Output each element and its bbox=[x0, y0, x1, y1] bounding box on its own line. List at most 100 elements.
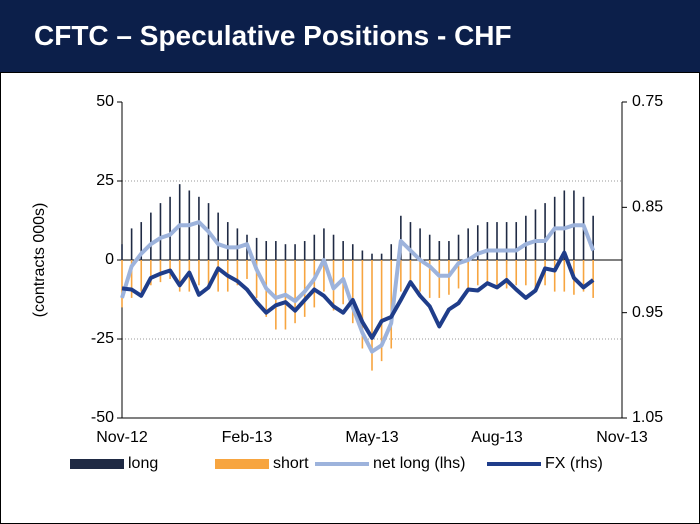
bar bbox=[496, 222, 498, 260]
bar bbox=[428, 260, 431, 298]
legend-swatch bbox=[215, 459, 269, 469]
bar bbox=[419, 228, 421, 260]
bar bbox=[371, 260, 373, 371]
bar bbox=[534, 260, 537, 292]
x-tick-label: Feb-13 bbox=[222, 429, 273, 446]
bar bbox=[496, 260, 498, 286]
y2-tick-label: 0.95 bbox=[632, 304, 663, 321]
bar bbox=[159, 203, 162, 260]
bar bbox=[438, 241, 441, 260]
bar bbox=[303, 241, 306, 260]
bar bbox=[371, 253, 373, 260]
bar bbox=[313, 260, 316, 308]
bar bbox=[515, 222, 518, 260]
bar bbox=[486, 222, 489, 260]
bar bbox=[563, 260, 566, 292]
bar bbox=[150, 260, 152, 286]
bar bbox=[476, 260, 479, 286]
x-tick-label: Nov-12 bbox=[96, 429, 148, 446]
bar bbox=[130, 228, 133, 260]
bar bbox=[178, 260, 181, 292]
bar bbox=[592, 215, 594, 260]
bar bbox=[332, 234, 335, 260]
y-tick-label: 50 bbox=[96, 93, 114, 110]
bar bbox=[476, 225, 479, 260]
y2-tick-label: 1.05 bbox=[632, 409, 663, 426]
bar bbox=[294, 260, 296, 324]
bar bbox=[515, 260, 518, 286]
bar bbox=[140, 260, 143, 292]
bar bbox=[448, 241, 450, 260]
bar bbox=[275, 260, 277, 330]
bar bbox=[169, 196, 171, 260]
bar bbox=[582, 260, 585, 292]
header: CFTC – Speculative Positions - CHF bbox=[0, 0, 700, 72]
legend-label: long bbox=[128, 455, 158, 472]
chart-title: CFTC – Speculative Positions - CHF bbox=[34, 20, 512, 51]
bar bbox=[313, 234, 316, 260]
bar bbox=[255, 260, 258, 298]
bar bbox=[438, 260, 441, 298]
line bbox=[121, 250, 595, 340]
bar bbox=[467, 260, 469, 292]
bar bbox=[140, 222, 143, 260]
bar bbox=[409, 222, 412, 260]
bar bbox=[361, 250, 364, 260]
bar bbox=[525, 215, 527, 260]
bar bbox=[284, 244, 287, 260]
bar bbox=[275, 241, 277, 260]
legend-swatch bbox=[70, 459, 124, 469]
bar bbox=[217, 212, 219, 260]
bar bbox=[505, 222, 508, 260]
y2-tick-label: 0.85 bbox=[632, 199, 663, 216]
bar bbox=[419, 260, 421, 292]
y-tick-label: 0 bbox=[105, 251, 114, 268]
bar bbox=[198, 260, 200, 286]
bar bbox=[198, 196, 200, 260]
bar bbox=[467, 228, 469, 260]
bar bbox=[409, 260, 412, 286]
bar bbox=[457, 260, 460, 289]
bar bbox=[121, 244, 123, 260]
bar bbox=[428, 234, 431, 260]
bar bbox=[265, 241, 268, 260]
bar bbox=[178, 184, 181, 260]
bar bbox=[246, 260, 248, 279]
bar bbox=[553, 260, 556, 292]
y-tick-label: -25 bbox=[91, 330, 114, 347]
bar bbox=[351, 260, 354, 324]
bar bbox=[130, 260, 133, 298]
bar bbox=[342, 241, 344, 260]
bar bbox=[390, 244, 393, 260]
bar bbox=[457, 234, 460, 260]
bar bbox=[226, 222, 229, 260]
legend-label: short bbox=[273, 455, 309, 472]
x-tick-label: May-13 bbox=[345, 429, 398, 446]
bar bbox=[351, 244, 354, 260]
bar bbox=[563, 190, 566, 260]
bar bbox=[217, 260, 219, 292]
bar bbox=[486, 260, 489, 286]
bar bbox=[207, 260, 210, 286]
bar bbox=[150, 212, 152, 260]
bar bbox=[400, 260, 402, 292]
line bbox=[120, 220, 596, 354]
y2-tick-label: 0.75 bbox=[632, 93, 663, 110]
bar bbox=[361, 260, 364, 349]
bar bbox=[380, 260, 383, 362]
bar bbox=[534, 209, 537, 260]
legend-label: net long (lhs) bbox=[373, 455, 466, 472]
legend-label: FX (rhs) bbox=[545, 455, 603, 472]
bar bbox=[159, 260, 162, 283]
bar bbox=[323, 260, 325, 292]
y-tick-label: -50 bbox=[91, 409, 114, 426]
bar bbox=[236, 228, 239, 260]
bar bbox=[400, 215, 402, 260]
x-tick-label: Nov-13 bbox=[596, 429, 648, 446]
bar bbox=[525, 260, 527, 286]
bar bbox=[323, 228, 325, 260]
x-tick-label: Aug-13 bbox=[471, 429, 523, 446]
bar bbox=[236, 260, 239, 286]
bar bbox=[294, 244, 296, 260]
